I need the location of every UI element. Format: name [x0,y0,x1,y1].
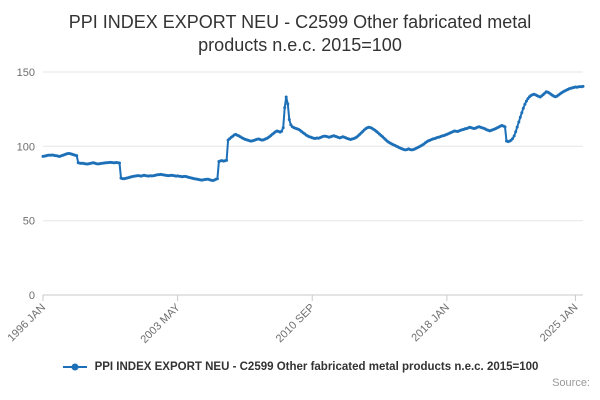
x-axis-labels: 1996 JAN 2003 MAY 2010 SEP 2018 JAN 2025 JAN [5,301,580,346]
svg-text:0: 0 [29,290,35,302]
data-series [41,84,585,182]
svg-text:2010 SEP: 2010 SEP [274,301,318,345]
gridlines [43,71,583,296]
svg-text:150: 150 [17,67,35,79]
svg-text:2018 JAN: 2018 JAN [409,301,452,344]
legend-line-marker-icon [62,363,87,371]
series-line [42,85,584,182]
svg-text:2025 JAN: 2025 JAN [538,301,581,344]
line-chart-plot: 0 50 100 150 1996 JAN 2003 MAY 2010 SEP 2018 J… [5,67,585,346]
chart-title: PPI INDEX EXPORT NEU - C2599 Other fabri… [68,12,532,56]
svg-text:2003 MAY: 2003 MAY [138,301,183,346]
legend-item[interactable]: PPI INDEX EXPORT NEU - C2599 Other fabri… [0,358,600,373]
svg-text:100: 100 [17,141,35,153]
legend-label: PPI INDEX EXPORT NEU - C2599 Other fabri… [94,360,539,373]
y-axis-labels: 0 50 100 150 [17,67,35,302]
svg-text:50: 50 [23,215,35,227]
svg-text:1996 JAN: 1996 JAN [5,301,48,344]
x-axis-ticks [42,294,576,301]
source-note: Source: [552,376,590,389]
